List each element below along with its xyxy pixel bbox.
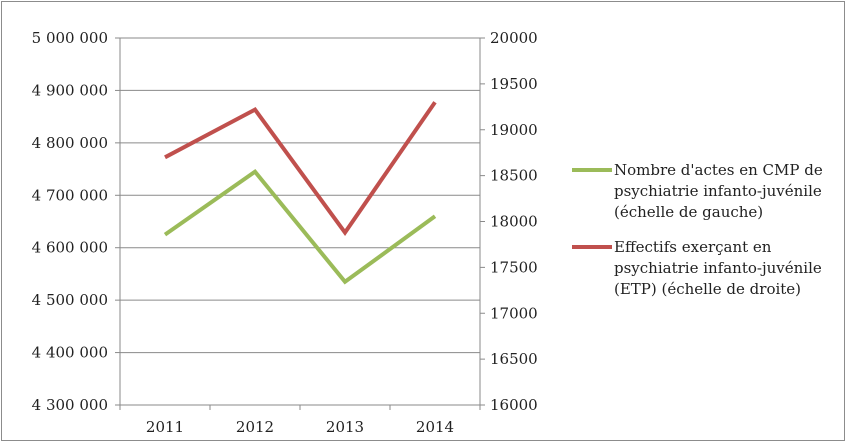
right-tick-label: 19000 <box>490 121 538 139</box>
right-tick-label: 16000 <box>490 396 538 414</box>
right-tick-label: 17500 <box>490 258 538 276</box>
legend-label: (échelle de gauche) <box>614 203 763 221</box>
right-tick-label: 18000 <box>490 213 538 231</box>
x-tick-label: 2011 <box>146 418 184 436</box>
series-line-effectifs-etp <box>164 101 437 236</box>
legend-label: psychiatrie infanto-juvénile <box>614 182 822 200</box>
left-tick-label: 4 700 000 <box>32 186 108 204</box>
right-tick-label: 19500 <box>490 75 538 93</box>
left-tick-label: 4 500 000 <box>32 291 108 309</box>
right-tick-label: 17000 <box>490 304 538 322</box>
legend-label: psychiatrie infanto-juvénile <box>614 259 822 277</box>
left-tick-label: 5 000 000 <box>32 29 108 47</box>
left-tick-label: 4 800 000 <box>32 134 108 152</box>
right-tick-label: 20000 <box>490 29 538 47</box>
x-tick-label: 2012 <box>236 418 274 436</box>
left-tick-label: 4 300 000 <box>32 396 108 414</box>
series-line-actes-cmp <box>163 168 437 285</box>
x-tick-label: 2014 <box>416 418 454 436</box>
right-tick-label: 18500 <box>490 167 538 185</box>
x-tick-label: 2013 <box>326 418 364 436</box>
left-tick-label: 4 400 000 <box>32 344 108 362</box>
left-tick-label: 4 900 000 <box>32 81 108 99</box>
left-tick-label: 4 600 000 <box>32 239 108 257</box>
legend-label: (ETP) (échelle de droite) <box>614 280 801 298</box>
legend-label: Effectifs exerçant en <box>614 238 772 256</box>
right-tick-label: 16500 <box>490 350 538 368</box>
legend-label: Nombre d'actes en CMP de <box>614 161 823 179</box>
